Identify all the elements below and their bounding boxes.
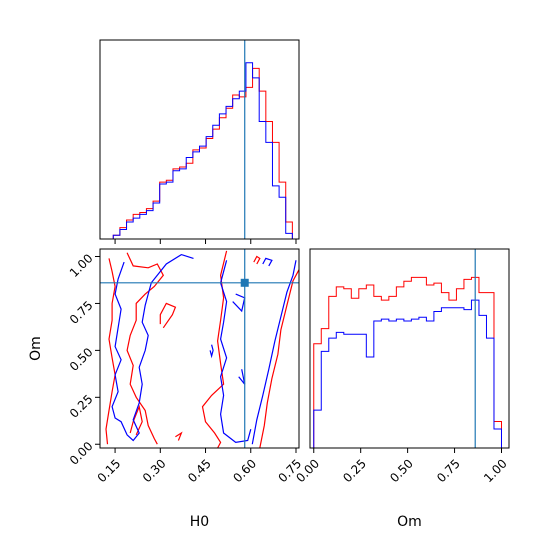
contour-6	[201, 250, 228, 448]
hist-series-1	[100, 67, 299, 240]
y-tick-label: 0.50	[67, 345, 96, 374]
contour-13	[238, 369, 246, 385]
y-tick-label: 0.75	[67, 298, 96, 327]
x-tick-label: 0.45	[185, 456, 214, 485]
contour-2	[126, 252, 165, 445]
panel-frame	[309, 248, 510, 449]
contour-15	[262, 257, 273, 267]
contour-7	[259, 269, 299, 448]
y-tick-label: 1.00	[67, 251, 96, 280]
hist-series-2	[100, 62, 299, 240]
x-axis-label: H0	[190, 514, 209, 530]
contour-1	[105, 258, 116, 445]
h0-marginal-panel	[99, 39, 300, 244]
x-tick-label: 0.60	[230, 456, 259, 485]
x-tick-label: 0.75	[434, 456, 463, 485]
om-h0-contour-panel: 0.15 0.30 0.45 0.60 0.750.000.250.500.751.00…	[28, 248, 304, 530]
x-axis-label: Om	[397, 514, 422, 530]
y-tick-label: 0.25	[67, 392, 96, 421]
x-tick-label: 0.50	[387, 456, 416, 485]
contour-11	[219, 260, 252, 444]
truth-marker	[240, 278, 249, 287]
contour-lines	[100, 249, 299, 448]
y-axis-label: Om	[28, 336, 44, 361]
contour-3	[129, 404, 143, 436]
x-tick-label: 1.00	[481, 456, 510, 485]
x-tick-label: 0.30	[140, 456, 169, 485]
panel-frame	[99, 248, 300, 449]
x-tick-label: 0.15	[95, 456, 124, 485]
hist-series-2	[313, 299, 502, 448]
contour-4	[159, 302, 177, 329]
y-tick-label: 0.00	[67, 439, 96, 468]
contour-9	[111, 253, 194, 442]
contour-14	[251, 260, 297, 445]
hist-series-1	[313, 276, 502, 448]
x-tick-label: 0.25	[340, 456, 369, 485]
contour-5	[175, 431, 183, 441]
contour-12	[232, 293, 246, 313]
panel-frame	[99, 39, 300, 240]
contour-8	[253, 255, 261, 265]
contour-10	[209, 344, 214, 359]
